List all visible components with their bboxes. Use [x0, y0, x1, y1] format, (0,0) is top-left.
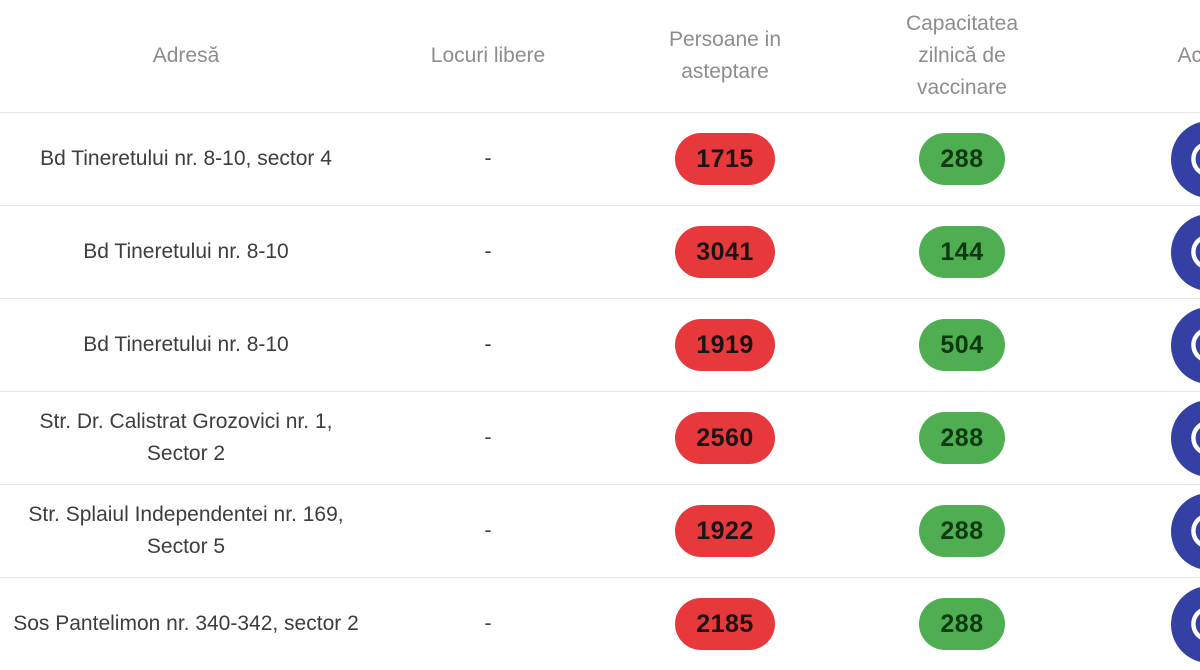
capacity-badge: 288 [919, 598, 1004, 650]
clock-icon [1187, 509, 1200, 553]
waiting-badge: 1919 [675, 319, 775, 371]
table-row: Bd Tineretului nr. 8-10 - 3041 144 [0, 205, 1200, 298]
view-details-button[interactable] [1171, 214, 1200, 291]
actions-cell [1078, 206, 1200, 298]
table-row: Bd Tineretului nr. 8-10, sector 4 - 1715… [0, 112, 1200, 205]
capacity-cell: 288 [846, 392, 1078, 484]
address-cell: Sos Pantelimon nr. 340-342, sector 2 [0, 578, 372, 670]
view-details-button[interactable] [1171, 121, 1200, 198]
free-spots-cell: - [372, 113, 604, 205]
address-cell: Bd Tineretului nr. 8-10, sector 4 [0, 113, 372, 205]
waiting-badge: 1922 [675, 505, 775, 557]
waiting-cell: 2560 [604, 392, 846, 484]
clock-icon [1187, 137, 1200, 181]
actions-cell [1078, 392, 1200, 484]
capacity-cell: 288 [846, 578, 1078, 670]
capacity-badge: 288 [919, 133, 1004, 185]
actions-cell [1078, 299, 1200, 391]
table-row: Sos Pantelimon nr. 340-342, sector 2 - 2… [0, 577, 1200, 670]
table-header-row: Adresă Locuri libere Persoane in astepta… [0, 0, 1200, 112]
waiting-cell: 1715 [604, 113, 846, 205]
table-row: Bd Tineretului nr. 8-10 - 1919 504 [0, 298, 1200, 391]
column-header-address: Adresă [0, 40, 372, 72]
address-cell: Str. Dr. Calistrat Grozovici nr. 1, Sect… [0, 392, 372, 484]
address-cell: Bd Tineretului nr. 8-10 [0, 299, 372, 391]
column-header-waiting: Persoane in asteptare [604, 24, 846, 88]
actions-cell [1078, 113, 1200, 205]
capacity-cell: 144 [846, 206, 1078, 298]
actions-cell [1078, 485, 1200, 577]
capacity-badge: 144 [919, 226, 1004, 278]
waiting-badge: 2185 [675, 598, 775, 650]
address-cell: Bd Tineretului nr. 8-10 [0, 206, 372, 298]
capacity-badge: 288 [919, 412, 1004, 464]
waiting-badge: 3041 [675, 226, 775, 278]
clock-icon [1187, 602, 1200, 646]
free-spots-cell: - [372, 299, 604, 391]
clock-icon [1187, 230, 1200, 274]
column-header-free-spots: Locuri libere [372, 40, 604, 72]
waiting-badge: 2560 [675, 412, 775, 464]
clock-icon [1187, 323, 1200, 367]
clock-icon [1187, 416, 1200, 460]
free-spots-cell: - [372, 485, 604, 577]
table-row: Str. Dr. Calistrat Grozovici nr. 1, Sect… [0, 391, 1200, 484]
free-spots-cell: - [372, 578, 604, 670]
waiting-cell: 2185 [604, 578, 846, 670]
capacity-cell: 504 [846, 299, 1078, 391]
capacity-badge: 504 [919, 319, 1004, 371]
waiting-badge: 1715 [675, 133, 775, 185]
column-header-actions: Acțiuni [1078, 40, 1200, 72]
table-row: Str. Splaiul Independentei nr. 169, Sect… [0, 484, 1200, 577]
free-spots-cell: - [372, 392, 604, 484]
capacity-cell: 288 [846, 485, 1078, 577]
capacity-badge: 288 [919, 505, 1004, 557]
free-spots-cell: - [372, 206, 604, 298]
actions-cell [1078, 578, 1200, 670]
view-details-button[interactable] [1171, 307, 1200, 384]
address-cell: Str. Splaiul Independentei nr. 169, Sect… [0, 485, 372, 577]
view-details-button[interactable] [1171, 586, 1200, 663]
view-details-button[interactable] [1171, 493, 1200, 570]
waiting-cell: 1919 [604, 299, 846, 391]
waiting-cell: 1922 [604, 485, 846, 577]
column-header-capacity: Capacitatea zilnică de vaccinare [846, 8, 1078, 104]
view-details-button[interactable] [1171, 400, 1200, 477]
capacity-cell: 288 [846, 113, 1078, 205]
waiting-cell: 3041 [604, 206, 846, 298]
